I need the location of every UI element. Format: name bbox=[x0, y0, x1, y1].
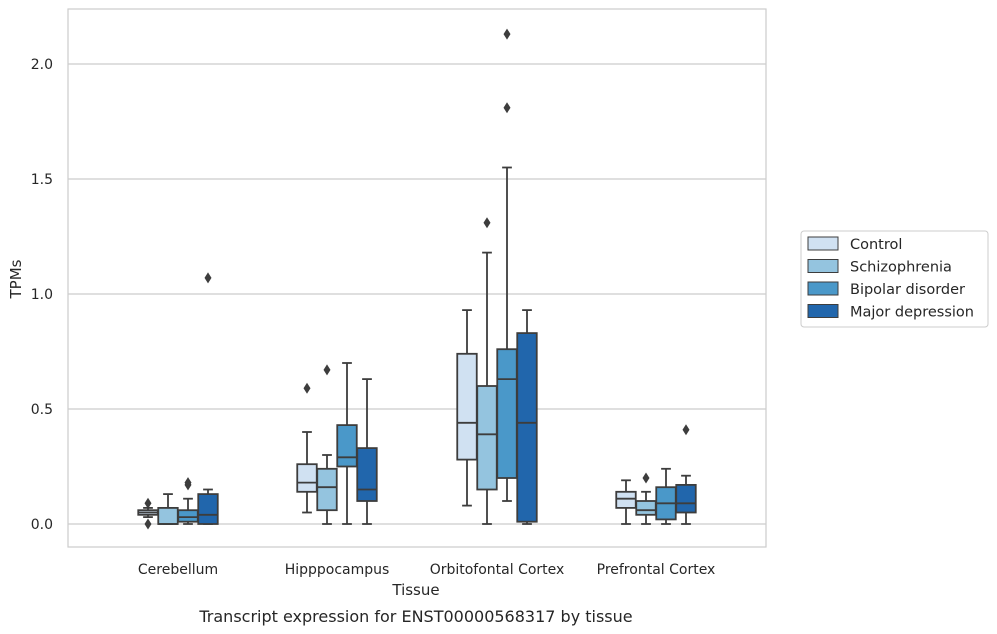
box-series bbox=[137, 28, 697, 530]
box bbox=[496, 348, 518, 479]
y-tick-label: 0.5 bbox=[31, 402, 53, 418]
box bbox=[635, 500, 657, 516]
legend-swatch bbox=[807, 281, 839, 296]
outlier-point bbox=[682, 424, 690, 436]
outlier-point bbox=[483, 217, 491, 229]
x-axis-title: Tissue bbox=[391, 581, 439, 599]
y-axis-title: TPMs bbox=[7, 259, 25, 299]
box bbox=[516, 332, 538, 523]
legend-swatch bbox=[807, 236, 839, 251]
box bbox=[157, 506, 179, 525]
x-tick-label: Hipppocampus bbox=[285, 562, 390, 578]
box bbox=[336, 424, 358, 468]
box bbox=[316, 467, 338, 512]
legend-swatch bbox=[807, 304, 839, 318]
legend-swatch bbox=[807, 259, 839, 273]
y-tick-label: 1.0 bbox=[31, 287, 53, 303]
x-tick-label: Orbitofontal Cortex bbox=[430, 562, 565, 578]
x-tick-labels: Cerebellum Hipppocampus Orbitofontal Corte… bbox=[138, 562, 715, 578]
x-tick-label: Cerebellum bbox=[138, 562, 218, 578]
series-major-depression bbox=[197, 272, 697, 525]
box bbox=[675, 483, 697, 514]
legend-frame bbox=[800, 230, 989, 328]
series-schizophrenia bbox=[157, 217, 657, 525]
y-tick-label: 0.0 bbox=[31, 517, 53, 533]
x-tick-label: Prefrontal Cortex bbox=[597, 562, 716, 578]
box bbox=[356, 447, 378, 502]
y-tick-label: 1.5 bbox=[31, 172, 53, 188]
box bbox=[615, 490, 637, 509]
legend-label: Major depression bbox=[850, 305, 974, 321]
box bbox=[456, 352, 478, 461]
y-tick-label: 2.0 bbox=[31, 57, 53, 73]
legend-label: Control bbox=[850, 237, 902, 253]
plot-frame bbox=[67, 8, 767, 548]
legend-label: Bipolar disorder bbox=[850, 282, 965, 298]
box bbox=[296, 463, 318, 493]
legend: Control Schizophrenia Bipolar disorder Majo… bbox=[800, 230, 989, 328]
outlier-point bbox=[204, 272, 212, 284]
grid-lines bbox=[68, 63, 766, 525]
outlier-point bbox=[642, 472, 650, 484]
box bbox=[177, 509, 199, 523]
box bbox=[476, 385, 498, 491]
series-control bbox=[137, 309, 637, 530]
legend-label: Schizophrenia bbox=[850, 260, 952, 276]
outlier-point bbox=[144, 518, 152, 530]
outlier-point bbox=[323, 364, 331, 376]
outlier-point bbox=[303, 382, 311, 394]
chart-caption: Transcript expression for ENST0000056831… bbox=[198, 607, 632, 626]
outlier-point bbox=[503, 28, 511, 40]
y-tick-labels: 0.0 0.5 1.0 1.5 2.0 bbox=[31, 57, 53, 533]
box bbox=[197, 493, 219, 525]
outlier-point bbox=[144, 497, 152, 509]
outlier-point bbox=[503, 102, 511, 114]
series-bipolar-disorder bbox=[177, 28, 677, 525]
outlier-point bbox=[184, 477, 192, 489]
